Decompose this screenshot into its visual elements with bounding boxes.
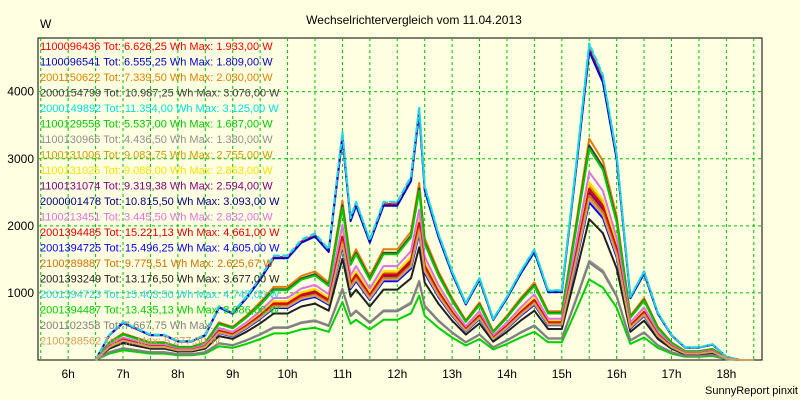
x-tick-label: 14h (497, 367, 517, 381)
series-line (94, 43, 754, 361)
legend-entry: 1100096541 Tot: 6.555,25 Wh Max: 1.809,0… (40, 57, 273, 69)
x-tick-label: 15h (552, 367, 572, 381)
series-line (95, 261, 754, 361)
legend-entry: 1100096436 Tot: 6.626,25 Wh Max: 1.933,0… (40, 41, 273, 53)
legend-entry: 1100131074 Tot: 9.319,38 Wh Max: 2.594,0… (40, 181, 273, 193)
legend-entry: 2001393249 Tot: 13.176,50 Wh Max: 3.677,… (40, 274, 280, 286)
legend-entry: 2100289887 Tot: 9.775,51 Wh Max: 2.625,6… (40, 258, 274, 270)
legend-entry: 2001394487 Tot: 13.435,13 Wh Max: 3.986,… (40, 305, 280, 317)
x-tick-label: 11h (333, 367, 352, 381)
legend-entry: 1100129553 Tot: 5.537,00 Wh Max: 1.687,0… (40, 119, 273, 131)
x-axis-ticks: 6h 7h 8h 9h 10h 11h 12h 13h 14h 15h 16h 17h 18h (61, 367, 736, 381)
legend-entry: 2100288562 Tot: ... Max: 5.277,50 W (40, 336, 221, 348)
series-line (95, 278, 754, 361)
legend-entry: 2000149892 Tot: 11.354,00 Wh Max: 3.125,… (40, 103, 279, 115)
x-tick-label: 9h (226, 367, 239, 381)
y-tick-label: 1000 (7, 286, 34, 300)
series-line (94, 218, 754, 361)
series-line (94, 147, 754, 361)
legend-entry: 2001394725 Tot: 15.496,25 Wh Max: 4.605,… (40, 243, 280, 255)
x-tick-label: 8h (171, 367, 184, 381)
legend-entry: 2001394723 Tot: 15.403,50 Wh Max: 4.745,… (40, 289, 280, 301)
y-tick-label: 3000 (7, 152, 34, 166)
x-tick-label: 6h (61, 367, 74, 381)
x-tick-label: 10h (278, 367, 298, 381)
x-tick-label: 18h (716, 367, 736, 381)
y-tick-label: 2000 (7, 219, 34, 233)
legend-entry: 1100130966 Tot: 4.436,50 Wh Max: 1.380,0… (40, 134, 273, 146)
legend-entry: 2001102358 Tot: 7.667,75 Wh Max: ... (40, 320, 226, 332)
series-line (94, 198, 754, 361)
y-axis-ticks: 1000 2000 3000 4000 (7, 85, 34, 300)
series-lines (94, 42, 754, 361)
series-line (94, 171, 754, 361)
x-tick-label: 13h (442, 367, 462, 381)
y-tick-label: 4000 (7, 85, 34, 99)
grid (38, 38, 762, 360)
x-tick-label: 16h (607, 367, 627, 381)
y-axis-unit-label: W (40, 17, 52, 31)
legend-entry: 2000001478 Tot: 10.815,50 Wh Max: 3.093,… (40, 196, 280, 208)
x-tick-label: 12h (387, 367, 407, 381)
x-tick-label: 17h (661, 367, 681, 381)
footer-credit: SunnyReport pinxit (705, 385, 798, 397)
legend-entry: 2001150622 Tot: 7.339,50 Wh Max: 2.030,0… (40, 72, 273, 84)
legend: 1100096436 Tot: 6.626,25 Wh Max: 1.933,0… (40, 41, 280, 348)
chart-title: Wechselrichtervergleich vom 11.04.2013 (306, 13, 522, 27)
legend-entry: 2001394485 Tot: 15.221,13 Wh Max: 4.661,… (40, 227, 280, 239)
legend-entry: 1100131006 Tot: 9.083,75 Wh Max: 2.755,0… (40, 150, 273, 162)
legend-entry: 1100131025 Tot: 9.088,00 Wh Max: 2.853,0… (40, 165, 273, 177)
x-tick-label: 7h (116, 367, 129, 381)
legend-entry: 2000154799 Tot: 10.987,25 Wh Max: 3.076,… (40, 88, 280, 100)
legend-entry: 1100213451 Tot: 3.445,50 Wh Max: 2.832,0… (40, 212, 273, 224)
